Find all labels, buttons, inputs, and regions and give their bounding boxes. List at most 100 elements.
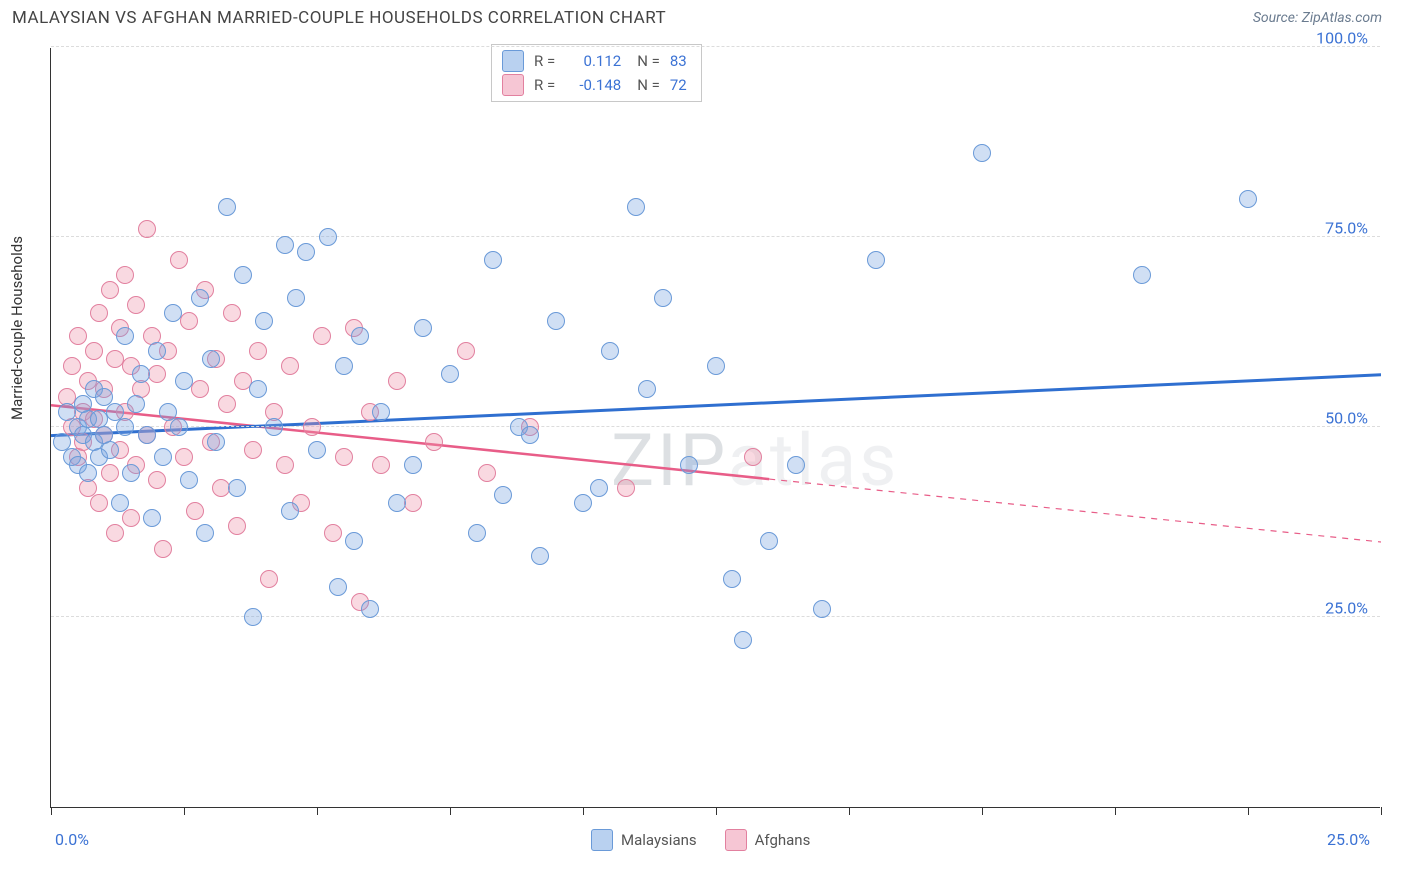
source-attribution: Source: ZipAtlas.com [1253,10,1382,26]
data-point-afghan [388,372,406,390]
data-point-afghan [191,380,209,398]
y-tick-label: 75.0% [1325,219,1368,238]
data-point-malaysian [116,327,134,345]
data-point-malaysian [297,243,315,261]
data-point-malaysian [276,236,294,254]
data-point-afghan [180,312,198,330]
data-point-afghan [744,448,762,466]
data-point-malaysian [468,524,486,542]
data-point-malaysian [143,509,161,527]
r-value-malaysians: 0.112 [565,49,621,73]
data-point-afghan [303,418,321,436]
y-axis-label: Married-couple Households [8,236,26,420]
x-tick [716,807,717,815]
data-point-malaysian [627,198,645,216]
source-name: ZipAtlas.com [1302,10,1382,26]
series-legend: Malaysians Afghans [591,829,810,851]
data-point-malaysian [170,418,188,436]
data-point-afghan [148,471,166,489]
data-point-malaysian [361,600,379,618]
data-point-afghan [404,494,422,512]
data-point-malaysian [1133,266,1151,284]
data-point-malaysian [813,600,831,618]
data-point-afghan [249,342,267,360]
data-point-afghan [617,479,635,497]
source-prefix-label: Source: [1253,10,1302,26]
data-point-afghan [101,464,119,482]
data-point-malaysian [787,456,805,474]
x-tick-label: 0.0% [55,830,89,849]
data-point-malaysian [175,372,193,390]
data-point-malaysian [287,289,305,307]
data-point-malaysian [654,289,672,307]
chart-title: MALAYSIAN VS AFGHAN MARRIED-COUPLE HOUSE… [12,8,666,28]
data-point-afghan [244,441,262,459]
data-point-afghan [276,456,294,474]
data-point-malaysian [574,494,592,512]
data-point-malaysian [281,502,299,520]
data-point-afghan [138,220,156,238]
data-point-malaysian [372,403,390,421]
data-point-malaysian [329,578,347,596]
data-point-malaysian [601,342,619,360]
data-point-malaysian [138,426,156,444]
data-point-malaysian [196,524,214,542]
y-tick-label: 50.0% [1325,409,1368,428]
swatch-malaysians [591,829,613,851]
data-point-malaysian [404,456,422,474]
data-point-malaysian [867,251,885,269]
r-label: R = [534,73,555,97]
legend-label-afghans: Afghans [755,831,811,849]
data-point-afghan [106,524,124,542]
data-point-malaysian [111,494,129,512]
data-point-malaysian [255,312,273,330]
data-point-malaysian [79,464,97,482]
data-point-afghan [228,517,246,535]
stats-row-malaysians: R = 0.112 N = 83 [502,49,687,73]
stats-row-afghans: R = -0.148 N = 72 [502,73,687,97]
data-point-malaysian [335,357,353,375]
data-point-malaysian [680,456,698,474]
data-point-malaysian [590,479,608,497]
swatch-afghans [725,829,747,851]
x-tick [849,807,850,815]
data-point-malaysian [228,479,246,497]
swatch-afghans [502,74,524,96]
x-tick [1115,807,1116,815]
data-point-afghan [63,357,81,375]
data-point-malaysian [441,365,459,383]
data-point-malaysian [494,486,512,504]
data-point-malaysian [116,418,134,436]
data-point-malaysian [249,380,267,398]
data-point-malaysian [345,532,363,550]
legend-item-malaysians: Malaysians [591,829,697,851]
trend-line-extrapolated [769,479,1381,542]
gridline-h [51,46,1380,47]
n-label: N = [637,49,660,73]
data-point-malaysian [191,289,209,307]
data-point-afghan [122,509,140,527]
data-point-afghan [335,448,353,466]
data-point-afghan [69,327,87,345]
correlation-stats-legend: R = 0.112 N = 83 R = -0.148 N = 72 [491,44,702,102]
r-label: R = [534,49,555,73]
n-value-afghans: 72 [670,73,687,97]
data-point-malaysian [127,395,145,413]
data-point-afghan [324,524,342,542]
data-point-afghan [260,570,278,588]
trend-lines-layer [51,48,1381,808]
data-point-malaysian [707,357,725,375]
gridline-h [51,236,1380,237]
swatch-malaysians [502,50,524,72]
data-point-afghan [313,327,331,345]
data-point-malaysian [973,144,991,162]
data-point-afghan [127,296,145,314]
data-point-afghan [154,540,172,558]
data-point-afghan [218,395,236,413]
data-point-malaysian [308,441,326,459]
x-tick [1248,807,1249,815]
x-tick [184,807,185,815]
data-point-malaysian [521,426,539,444]
data-point-afghan [457,342,475,360]
data-point-malaysian [154,448,172,466]
